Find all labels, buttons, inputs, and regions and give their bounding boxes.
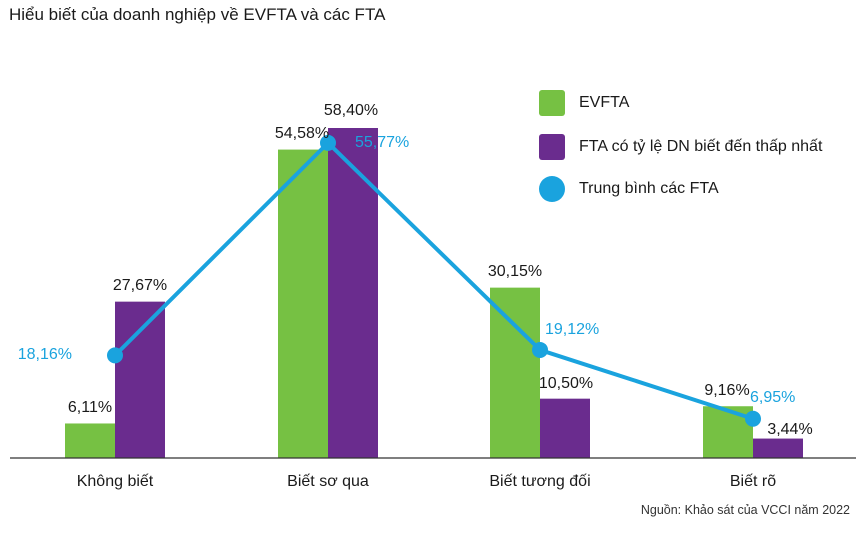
point-average: [745, 410, 761, 427]
line-average: [113, 140, 754, 421]
data-label-evfta: 54,58%: [275, 125, 329, 142]
chart-title: Hiểu biết của doanh nghiệp về EVFTA và c…: [9, 5, 386, 24]
bar-evfta: [703, 406, 753, 458]
bar-evfta: [278, 149, 328, 458]
data-label-average: 19,12%: [545, 321, 599, 338]
data-labels-layer: 6,11% 27,67% 54,58% 58,40% 30,15% 10,50% 9,16%…: [18, 102, 813, 438]
point-average: [320, 134, 336, 151]
data-label-fta-lowest: 58,40%: [324, 102, 378, 119]
point-average: [532, 341, 548, 358]
bar-evfta: [490, 287, 540, 458]
source-note: Nguồn: Khảo sát của VCCI năm 2022: [640, 503, 850, 517]
legend-item-average: Trung bình các FTA: [539, 176, 719, 202]
bar-evfta: [65, 423, 115, 458]
x-tick-label: Biết tương đối: [489, 473, 590, 490]
x-tick-label: Không biết: [77, 473, 154, 490]
legend-swatch-fta-lowest: [539, 134, 565, 160]
point-average: [107, 347, 123, 364]
data-label-evfta: 6,11%: [68, 399, 112, 416]
data-label-evfta: 9,16%: [704, 382, 749, 399]
x-tick-label: Biết sơ qua: [287, 473, 369, 490]
legend-label-average: Trung bình các FTA: [579, 180, 719, 197]
legend-label-evfta: EVFTA: [579, 94, 630, 111]
bar-fta-lowest: [753, 438, 803, 458]
average-line-layer: [107, 134, 761, 427]
data-label-average: 6,95%: [750, 389, 795, 406]
legend-item-fta-lowest: FTA có tỷ lệ DN biết đến thấp nhất: [539, 134, 822, 160]
bar-fta-lowest: [115, 301, 165, 458]
legend-label-fta-lowest: FTA có tỷ lệ DN biết đến thấp nhất: [579, 138, 823, 155]
data-label-average: 55,77%: [355, 134, 409, 151]
x-tick-labels: Không biết Biết sơ qua Biết tương đối Biết …: [77, 473, 776, 490]
legend-swatch-evfta: [539, 90, 565, 116]
legend-item-evfta: EVFTA: [539, 90, 629, 116]
x-tick-label: Biết rõ: [730, 473, 776, 490]
bar-fta-lowest: [328, 128, 378, 458]
data-label-fta-lowest: 27,67%: [113, 277, 167, 294]
data-label-fta-lowest: 3,44%: [767, 421, 812, 438]
legend-swatch-average: [539, 176, 565, 202]
data-label-evfta: 30,15%: [488, 263, 542, 280]
data-label-fta-lowest: 10,50%: [539, 375, 593, 392]
data-label-average: 18,16%: [18, 346, 72, 363]
bar-fta-lowest: [540, 398, 590, 458]
